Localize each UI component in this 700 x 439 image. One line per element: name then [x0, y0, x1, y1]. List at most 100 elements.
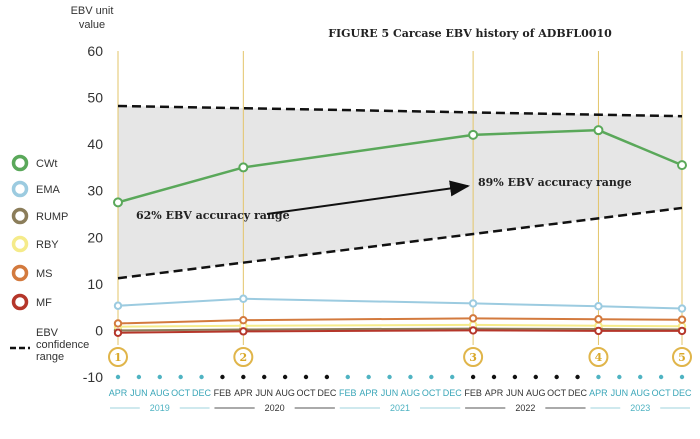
- x-tick-label: OCT: [652, 388, 672, 398]
- month-dot: [470, 374, 476, 380]
- x-tick-label: JUN: [255, 388, 273, 398]
- x-tick-label: JUN: [611, 388, 629, 398]
- data-point-ms: [594, 315, 603, 324]
- month-dot: [262, 374, 267, 380]
- month-dot: [136, 374, 142, 380]
- legend-marker-rby: [11, 235, 29, 253]
- data-point-mf: [677, 326, 687, 336]
- month-dot: [512, 374, 518, 380]
- data-point-cwt: [238, 162, 249, 173]
- x-tick-label: APR: [359, 388, 378, 398]
- data-point-ms: [239, 315, 248, 325]
- x-tick-label: FEB: [214, 388, 232, 398]
- month-dot: [491, 374, 497, 380]
- data-point-mf: [468, 326, 478, 335]
- x-tick-label: JUN: [130, 388, 148, 398]
- legend-label-ema: EMA: [36, 184, 61, 196]
- x-tick-label: OCT: [171, 388, 191, 398]
- data-point-cwt: [677, 160, 687, 171]
- x-tick-label: AUG: [526, 388, 546, 398]
- release-marker-circle: [233, 347, 254, 367]
- release-marker-label: 5: [678, 351, 686, 364]
- data-point-ema: [677, 304, 687, 313]
- release-marker-label: 1: [114, 351, 122, 364]
- y-tick-label: 30: [87, 183, 103, 199]
- x-tick-label: OCT: [422, 388, 442, 398]
- x-tick-label: JUN: [506, 388, 524, 398]
- x-tick-label: DEC: [568, 388, 588, 398]
- month-dot: [679, 374, 685, 380]
- month-dot: [575, 374, 580, 380]
- month-dot: [303, 374, 309, 380]
- confidence-band-layer: [118, 105, 682, 279]
- x-tick-label: APR: [485, 388, 504, 398]
- release-marker-circle: [108, 347, 128, 367]
- data-point-cwt: [468, 129, 479, 140]
- release-marker-circle: [463, 347, 484, 367]
- x-tick-label: AUG: [630, 388, 650, 398]
- legend-marker-ms: [11, 264, 29, 282]
- x-tick-label: AUG: [150, 388, 170, 398]
- month-dot: [554, 374, 559, 380]
- x-tick-label: APR: [234, 388, 253, 398]
- y-tick-label: 20: [87, 229, 103, 245]
- x-tick-label: DEC: [672, 388, 692, 398]
- y-tick-label: -10: [83, 369, 103, 385]
- legend-label-mf: MF: [36, 297, 52, 309]
- month-dot: [366, 374, 371, 380]
- data-point-ms: [468, 314, 478, 323]
- x-tick-label: AUG: [401, 388, 421, 398]
- year-label: 2020: [265, 403, 285, 413]
- month-dot: [638, 374, 643, 380]
- data-point-ema: [239, 294, 248, 303]
- y-tick-label: 0: [95, 322, 103, 338]
- month-dot: [450, 374, 455, 380]
- series-layer: [113, 125, 687, 337]
- data-point-ema: [594, 302, 603, 311]
- month-dot: [658, 374, 664, 380]
- legend-marker-cwt: [11, 154, 29, 172]
- month-dot: [596, 374, 601, 380]
- month-dot: [533, 374, 538, 380]
- month-dot: [157, 374, 162, 380]
- month-dot: [429, 374, 434, 380]
- x-tick-label: APR: [589, 388, 608, 398]
- month-dot: [115, 374, 121, 380]
- month-dot: [178, 374, 183, 380]
- legend-label-rby: RBY: [36, 239, 59, 251]
- release-marker-circle: [672, 347, 692, 367]
- y-tick-label: 60: [87, 43, 103, 59]
- year-label: 2022: [515, 403, 535, 413]
- data-point-ms: [677, 315, 687, 324]
- month-dot: [387, 374, 392, 380]
- year-label: 2021: [390, 403, 410, 413]
- x-tick-label: AUG: [275, 388, 295, 398]
- x-tick-label: DEC: [443, 388, 463, 398]
- month-dot: [408, 374, 413, 380]
- x-tick-label: OCT: [297, 388, 317, 398]
- month-dot: [199, 374, 204, 380]
- annotation-62-accuracy: 62% EBV accuracy range: [136, 209, 290, 222]
- legend-marker-mf: [11, 293, 29, 311]
- month-dot: [282, 374, 288, 380]
- confidence-lines-layer: [117, 104, 683, 280]
- month-dot: [617, 374, 622, 380]
- month-dot: [345, 374, 350, 380]
- y-axis-label-line2: value: [79, 19, 105, 31]
- data-point-ms: [113, 319, 123, 328]
- release-marker-label: 3: [469, 351, 477, 364]
- release-marker-circle: [588, 347, 609, 367]
- data-point-mf: [113, 328, 123, 337]
- month-dot: [241, 374, 246, 380]
- x-tick-label: OCT: [547, 388, 567, 398]
- x-tick-label: APR: [109, 388, 128, 398]
- release-marker-label: 4: [595, 351, 603, 364]
- data-point-cwt: [113, 197, 123, 208]
- data-point-cwt: [593, 125, 604, 136]
- legend-label-confidence-range: EBV: [36, 327, 59, 339]
- x-tick-label: FEB: [464, 388, 482, 398]
- confidence-lower-line: [117, 206, 683, 280]
- data-point-mf: [594, 326, 603, 336]
